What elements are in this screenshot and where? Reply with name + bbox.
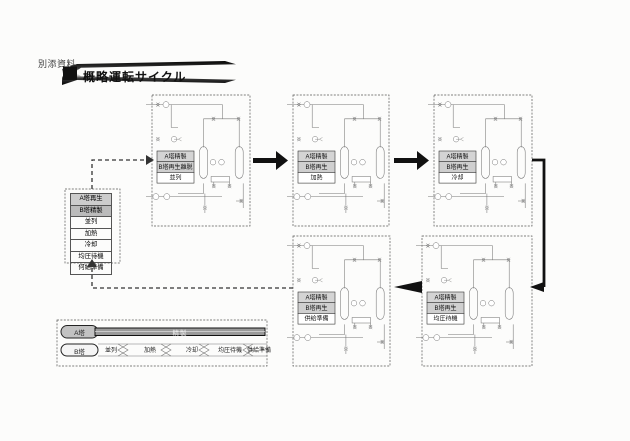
svg-text:B塔再生離脱: B塔再生離脱 xyxy=(158,163,192,171)
svg-text:A塔精製: A塔精製 xyxy=(164,152,186,160)
svg-text:均圧待機: 均圧待機 xyxy=(218,346,242,354)
svg-text:B塔再生: B塔再生 xyxy=(305,304,327,312)
svg-text:A塔精製: A塔精製 xyxy=(305,293,327,301)
svg-text:A塔精製: A塔精製 xyxy=(305,152,327,160)
svg-text:並列: 並列 xyxy=(105,346,117,354)
svg-text:B塔再生: B塔再生 xyxy=(305,163,327,171)
svg-text:A塔精製: A塔精製 xyxy=(434,293,456,301)
svg-text:B塔再生: B塔再生 xyxy=(446,163,468,171)
svg-text:B塔再生: B塔再生 xyxy=(434,304,456,312)
svg-text:加熱: 加熱 xyxy=(310,174,322,182)
svg-text:冷却: 冷却 xyxy=(186,346,198,354)
svg-text:加熱: 加熱 xyxy=(144,346,156,354)
svg-text:供給準備: 供給準備 xyxy=(304,315,328,323)
svg-text:冷却: 冷却 xyxy=(451,174,463,182)
svg-text:A塔精製: A塔精製 xyxy=(446,152,468,160)
svg-text:並列: 並列 xyxy=(169,174,181,182)
svg-text:均圧待機: 均圧待機 xyxy=(433,315,457,323)
svg-text:供給準備: 供給準備 xyxy=(247,346,271,354)
